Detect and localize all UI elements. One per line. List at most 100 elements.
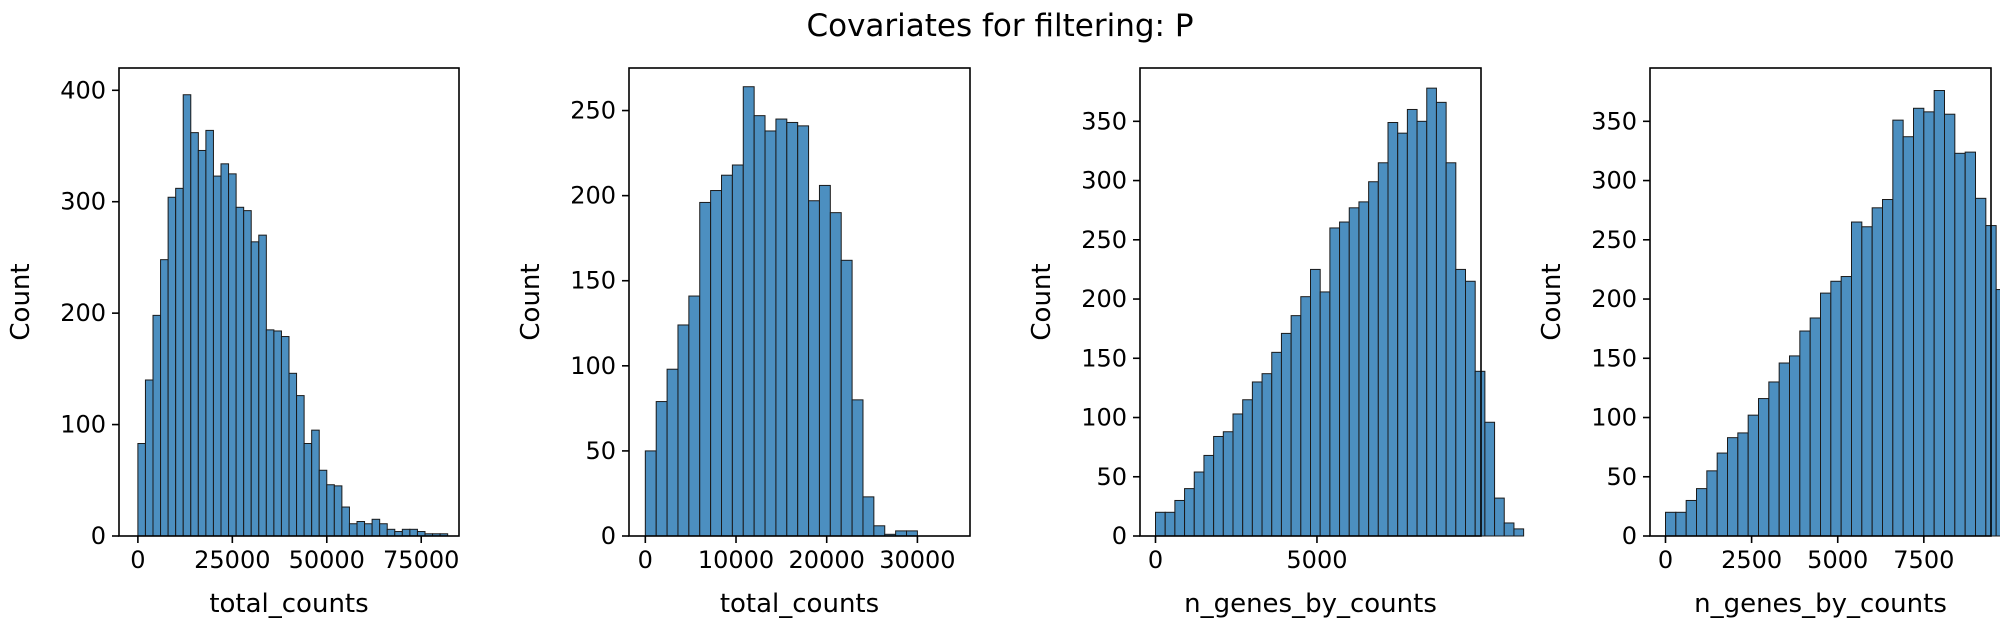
histogram-bar: [1300, 296, 1312, 537]
axes-frame: [628, 67, 971, 537]
histogram-bar: [212, 175, 222, 537]
y-tick-label: 100: [1591, 404, 1637, 432]
histogram-bar: [1222, 431, 1234, 537]
histogram-bar: [175, 187, 184, 537]
histogram-bar: [1954, 152, 1966, 537]
x-tick-label: 25000: [194, 546, 270, 574]
histogram-bar: [1445, 162, 1457, 537]
histogram-bar: [1902, 136, 1915, 537]
histogram-bar: [1840, 276, 1853, 537]
histogram-bar: [1319, 291, 1331, 537]
histogram-bar: [764, 130, 777, 537]
histogram-bar: [1251, 381, 1263, 537]
histogram-bar: [1975, 197, 1987, 537]
histogram-bar: [1820, 292, 1832, 537]
histogram-bar: [1747, 414, 1760, 537]
histogram-bar: [409, 528, 418, 537]
histogram-bar: [1727, 437, 1739, 537]
histogram-bar: [167, 196, 177, 537]
histogram-bar: [1778, 362, 1791, 537]
x-tick-label: 0: [638, 546, 653, 574]
histogram-bar: [721, 174, 733, 537]
histogram-bar: [401, 528, 411, 537]
histogram-bar: [333, 485, 343, 537]
y-tick-label: 0: [91, 522, 106, 550]
histogram-bar: [1310, 268, 1321, 537]
histogram-bar: [699, 201, 712, 537]
histogram-bar: [1184, 488, 1195, 537]
histogram-bar: [364, 523, 373, 537]
y-tick-label: 0: [1622, 522, 1637, 550]
histogram-bar: [1503, 522, 1515, 537]
histogram-bar: [851, 399, 864, 537]
y-tick-label: 300: [1591, 167, 1637, 195]
histogram-bar: [1995, 289, 2000, 537]
y-tick-label: 100: [1081, 404, 1127, 432]
histogram-bar: [280, 336, 290, 537]
histogram-bar: [258, 234, 267, 537]
y-tick-label: 50: [585, 437, 616, 465]
histogram-bar: [1406, 108, 1418, 537]
x-tick-label: 75000: [383, 546, 459, 574]
histogram-bar: [296, 395, 305, 537]
histogram-bar: [731, 164, 744, 537]
y-tick-label: 150: [1081, 344, 1127, 372]
histogram-bar: [1397, 132, 1408, 537]
y-tick-label: 100: [570, 352, 616, 380]
histogram-bar: [243, 210, 252, 537]
histogram-panel-4: 0 2500 5000 7500 0 50 100 150 200 250 300 350 n_gene…: [1537, 67, 2000, 619]
histogram-bar: [303, 443, 313, 537]
y-tick-label: 200: [1081, 285, 1127, 313]
histogram-bar: [873, 525, 886, 537]
histogram-panels: 0 25000 50000 750000100200300400total_count…: [6, 67, 2000, 619]
x-tick-label: 2500: [1721, 546, 1782, 574]
histogram-bar: [1665, 511, 1677, 537]
histogram-bar: [190, 132, 199, 537]
histogram-bar: [1339, 221, 1350, 537]
histogram-bar: [1789, 355, 1801, 537]
histogram-bar: [137, 443, 146, 537]
histogram-bar: [1193, 471, 1205, 537]
x-tick-label: 20000: [789, 546, 865, 574]
histogram-bar: [1892, 119, 1904, 537]
histogram-bar: [1830, 280, 1842, 537]
histogram-bar: [666, 368, 679, 537]
histogram-bar: [1675, 511, 1687, 537]
histogram-bar: [1368, 181, 1379, 537]
histogram-bar: [152, 314, 162, 537]
y-tick-label: 300: [60, 188, 106, 216]
y-tick-label: 50: [1096, 463, 1127, 491]
histogram-bar: [1696, 488, 1708, 537]
axes-frame: [1139, 67, 1482, 537]
histogram-bar: [655, 401, 668, 537]
x-axis-label: total_counts: [209, 589, 368, 619]
histogram-bar: [1799, 330, 1811, 537]
histogram-bar: [677, 324, 690, 537]
y-tick-label: 50: [1606, 463, 1637, 491]
histogram-bar: [1164, 511, 1176, 537]
histogram-bar: [1358, 201, 1370, 537]
histogram-bar: [144, 379, 154, 537]
bars: [644, 86, 918, 537]
histogram-bar: [1758, 398, 1770, 537]
x-axis-label: n_genes_by_counts: [1184, 589, 1437, 619]
histogram-bar: [775, 118, 788, 537]
histogram-bar: [311, 429, 320, 537]
histogram-bar: [818, 184, 831, 537]
x-tick-label: 0: [130, 546, 145, 574]
figure-title: Covariates for filtering: P: [806, 8, 1193, 44]
histogram-bar: [742, 86, 755, 537]
histogram-bar: [753, 115, 766, 537]
histogram-bar: [371, 518, 381, 537]
x-tick-label: 0: [1658, 546, 1673, 574]
y-tick-label: 0: [601, 522, 616, 550]
histogram-bar: [1213, 435, 1224, 537]
histogram-bar: [205, 129, 214, 537]
histogram-bar: [1706, 470, 1718, 537]
y-axis-label: Count: [1537, 263, 1567, 340]
histogram-bar: [829, 212, 842, 537]
y-tick-label: 350: [1081, 107, 1127, 135]
y-tick-label: 250: [1081, 226, 1127, 254]
y-tick-label: 200: [1591, 285, 1637, 313]
histogram-bar: [1768, 381, 1780, 537]
